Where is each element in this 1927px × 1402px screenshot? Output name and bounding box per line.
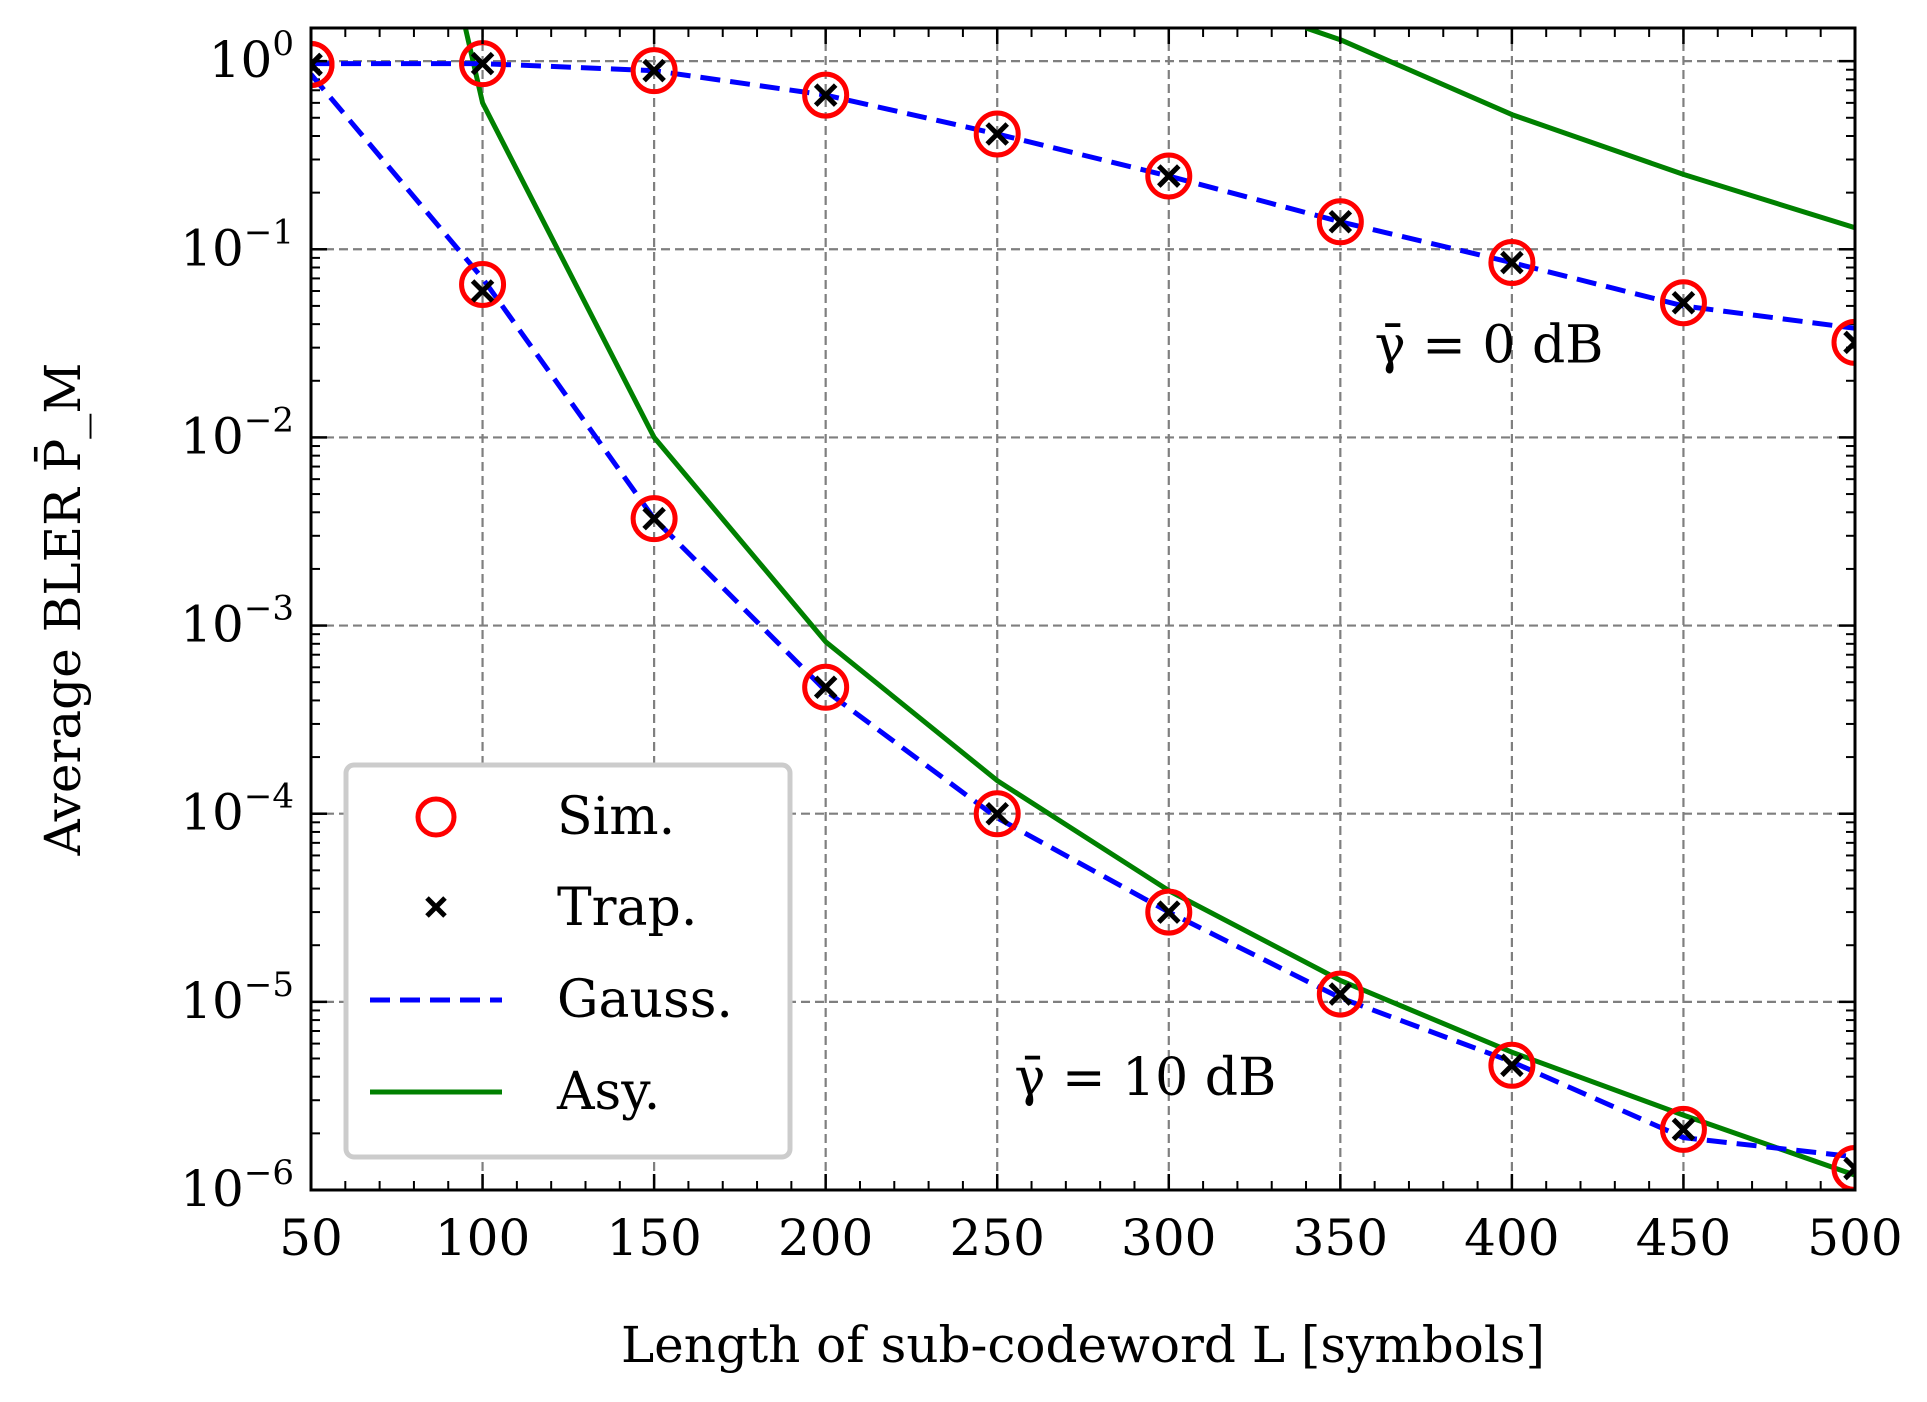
legend: Sim. Trap. Gauss. Asy. — [343, 762, 793, 1160]
legend-gauss-label: Gauss. — [557, 970, 733, 1030]
y-tick-label-0: 100 — [209, 24, 294, 89]
series-1-point-3 — [813, 83, 838, 107]
x-tick-label-400: 400 — [1464, 1209, 1559, 1267]
legend-sim-label: Sim. — [557, 787, 675, 847]
series-1-point-1 — [470, 51, 495, 76]
series-1-point-2 — [642, 58, 666, 83]
series-4-point-6 — [1316, 970, 1364, 1018]
series-4-point-0 — [311, 40, 335, 88]
series-3-line-solid — [1305, 28, 1855, 231]
series-4-point-1 — [459, 260, 507, 308]
x-tick-label-450: 450 — [1636, 1209, 1731, 1267]
x-tick-label-100: 100 — [435, 1209, 530, 1267]
series-5-point-0 — [311, 52, 323, 77]
series-5-point-9 — [1843, 1156, 1855, 1181]
legend-trap-label: Trap. — [557, 878, 697, 938]
x-tick-label-500: 500 — [1807, 1209, 1902, 1267]
series-4-point-7 — [1488, 1041, 1536, 1089]
series-1-point-5 — [1157, 164, 1181, 188]
legend-box — [343, 762, 793, 1160]
annotation-10db: γ̄ = 10 dB — [1014, 1048, 1276, 1108]
y-tick-label-5: 10−5 — [180, 965, 294, 1030]
legend-sim-marker — [415, 796, 457, 838]
y-tick-label-1: 10−1 — [180, 212, 294, 277]
series-5-point-3 — [813, 675, 838, 700]
series-0-point-9 — [1831, 318, 1855, 366]
x-tick-label-350: 350 — [1293, 1209, 1388, 1267]
x-tick-label-200: 200 — [778, 1209, 873, 1267]
series-4-point-4 — [973, 790, 1021, 838]
y-tick-label-6: 10−6 — [180, 1153, 294, 1218]
series-0-point-3 — [802, 71, 850, 119]
legend-asy-label: Asy. — [556, 1062, 660, 1122]
series-5-point-6 — [1328, 982, 1353, 1006]
series-1-point-4 — [985, 122, 1009, 146]
x-tick-label-50: 50 — [279, 1209, 343, 1267]
series-0-point-5 — [1145, 152, 1193, 200]
x-axis-label: Length of sub-codeword L [symbols] — [621, 1316, 1545, 1374]
series-5-point-7 — [1500, 1053, 1524, 1078]
series-4-point-9 — [1831, 1145, 1855, 1190]
x-tick-label-150: 150 — [606, 1209, 701, 1267]
series-5-point-8 — [1671, 1117, 1696, 1142]
series-0-point-8 — [1659, 279, 1707, 327]
series-1-point-8 — [1671, 290, 1696, 315]
series-0-point-7 — [1488, 239, 1536, 287]
series-0-point-4 — [973, 110, 1021, 158]
y-axis-ticks: 100 10−1 10−2 10−3 10−4 10−5 10−6 — [180, 24, 1855, 1218]
y-axis-label: Average BLER P̄_M — [33, 363, 92, 857]
series-5-point-2 — [642, 506, 666, 531]
series-7-line-solid — [462, 28, 1855, 1178]
series-1-point-9 — [1843, 330, 1855, 355]
series-1-point-6 — [1328, 210, 1353, 234]
plot-frame — [309, 26, 1857, 1192]
series-4-point-2 — [630, 495, 678, 543]
series-5-point-4 — [985, 801, 1009, 826]
annotation-0db: γ̄ = 0 dB — [1375, 316, 1604, 376]
series-4-point-3 — [802, 663, 850, 711]
series-4-point-5 — [1145, 888, 1193, 936]
x-tick-label-250: 250 — [950, 1209, 1045, 1267]
series-6-line-dashed — [311, 72, 1855, 1160]
x-axis-ticks: 50 100 150 200 250 300 350 400 450 500 — [279, 28, 1903, 1267]
x-tick-label-300: 300 — [1121, 1209, 1216, 1267]
series-0-point-2 — [630, 47, 678, 95]
series-5-point-5 — [1157, 900, 1181, 924]
legend-trap-marker — [425, 896, 447, 918]
series-2-line-dashed — [311, 61, 1855, 331]
series-4-point-8 — [1659, 1105, 1707, 1153]
y-tick-label-2: 10−2 — [180, 400, 294, 465]
series-0-point-6 — [1316, 198, 1364, 246]
y-tick-label-4: 10−4 — [180, 777, 294, 842]
series-1-point-7 — [1500, 250, 1524, 275]
series-5-point-1 — [470, 279, 495, 303]
y-tick-label-3: 10−3 — [180, 589, 294, 654]
series-layer — [311, 28, 1855, 1190]
